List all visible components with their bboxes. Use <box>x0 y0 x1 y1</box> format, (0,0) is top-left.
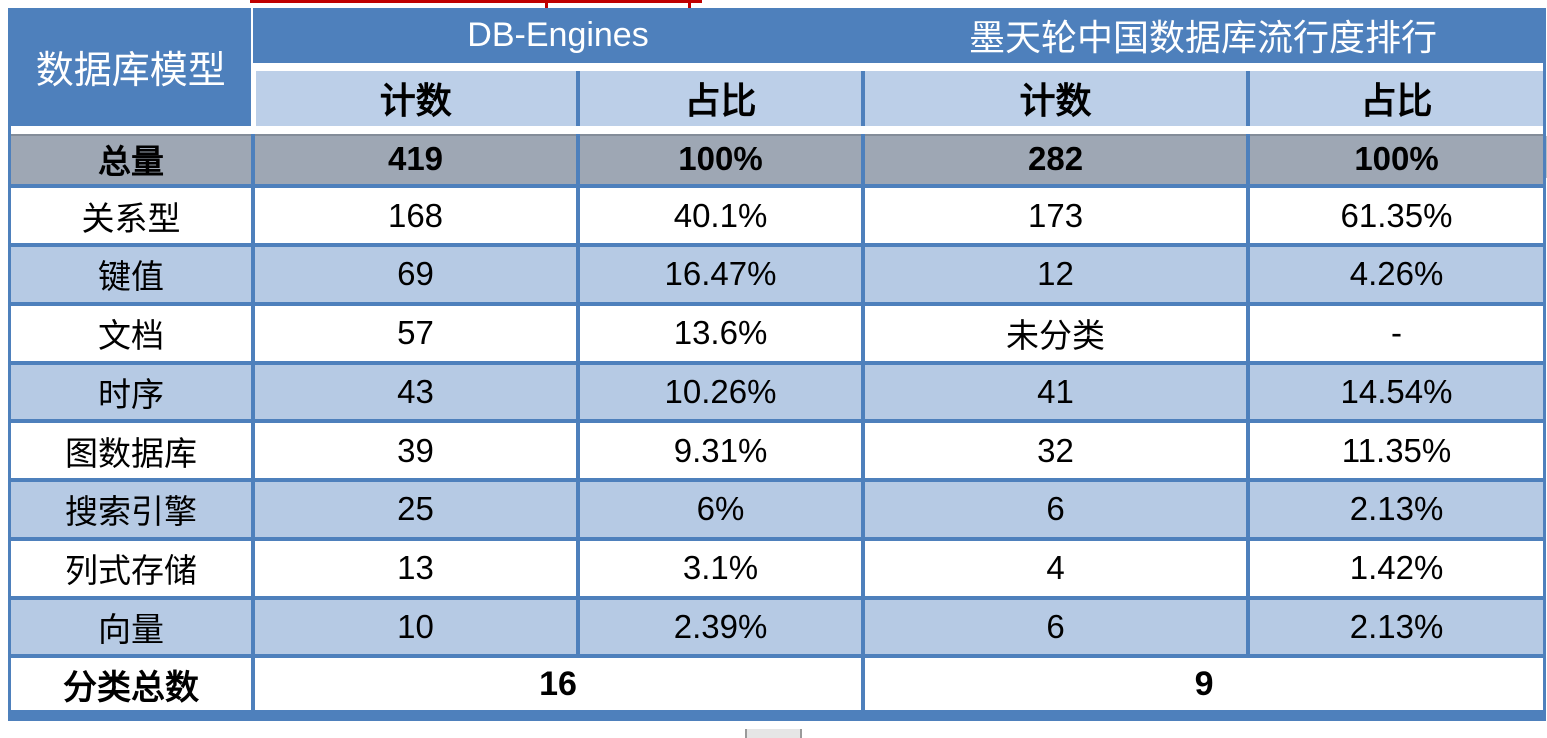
table-row: 关系型 168 40.1% 173 61.35% <box>11 184 1544 248</box>
group-header-db-engines: DB-Engines <box>253 8 864 67</box>
cell: 6% <box>575 478 866 541</box>
table-row: 文档 57 13.6% 未分类 - <box>11 301 1544 365</box>
cell: - <box>1246 301 1544 365</box>
row-label-cell: 向量 <box>11 595 255 659</box>
cell: 41 <box>861 360 1251 424</box>
cell: 11.35% <box>1246 419 1544 483</box>
cell: 2.39% <box>575 595 866 659</box>
red-annotation-tick <box>545 0 548 8</box>
cell: 16.47% <box>575 243 866 306</box>
cell: 10.26% <box>575 360 866 424</box>
table-row: 向量 10 2.39% 6 2.13% <box>11 595 1544 659</box>
cell: 4 <box>861 536 1251 600</box>
table-row: 时序 43 10.26% 41 14.54% <box>11 360 1544 424</box>
cell: 6 <box>861 595 1251 659</box>
cell: 未分类 <box>861 301 1251 365</box>
cell: 4.26% <box>1246 243 1544 306</box>
cell: 69 <box>251 243 580 306</box>
group-header-motianlun: 墨天轮中国数据库流行度排行 <box>863 8 1544 67</box>
row-label-cell: 图数据库 <box>11 419 255 483</box>
cell: 2.13% <box>1246 595 1544 659</box>
row-label-cell: 文档 <box>11 301 255 365</box>
row-label-cell: 键值 <box>11 243 255 306</box>
cell: 32 <box>861 419 1251 483</box>
cell: 1.42% <box>1246 536 1544 600</box>
subheader-cell: 占比 <box>1246 62 1544 134</box>
subheader-cell: 占比 <box>575 62 864 134</box>
row-label-cell: 列式存储 <box>11 536 255 600</box>
cell: 25 <box>251 478 580 541</box>
cell: 12 <box>861 243 1251 306</box>
corner-header-cell: 数据库模型 <box>11 8 253 130</box>
cell: 10 <box>251 595 580 659</box>
cell: 168 <box>251 184 580 248</box>
cell: 13.6% <box>575 301 866 365</box>
table-row: 列式存储 13 3.1% 4 1.42% <box>11 536 1544 600</box>
footer-total-motianlun: 9 <box>861 654 1544 714</box>
cell: 40.1% <box>575 184 866 248</box>
cell: 100% <box>575 125 864 187</box>
table-row-total: 总量 419 100% 282 100% <box>11 125 1544 187</box>
row-label-cell: 关系型 <box>11 184 255 248</box>
cell: 13 <box>251 536 580 600</box>
cell: 61.35% <box>1246 184 1544 248</box>
row-label-cell: 分类总数 <box>11 654 255 714</box>
table-row: 搜索引擎 25 6% 6 2.13% <box>11 478 1544 541</box>
table-row: 图数据库 39 9.31% 32 11.35% <box>11 419 1544 483</box>
scrollbar-fragment[interactable] <box>745 729 802 738</box>
cell: 14.54% <box>1246 360 1544 424</box>
table-row: 键值 69 16.47% 12 4.26% <box>11 243 1544 306</box>
table-subheader-row: 计数 占比 计数 占比 <box>11 62 1544 134</box>
cell: 2.13% <box>1246 478 1544 541</box>
cell: 173 <box>861 184 1251 248</box>
table-header-row: 数据库模型 DB-Engines 墨天轮中国数据库流行度排行 <box>11 8 1544 130</box>
cell: 100% <box>1246 125 1544 187</box>
subheader-cell: 计数 <box>861 62 1249 134</box>
cell: 3.1% <box>575 536 866 600</box>
cell: 6 <box>861 478 1251 541</box>
subheader-cell: 计数 <box>250 62 578 134</box>
comparison-table: 数据库模型 DB-Engines 墨天轮中国数据库流行度排行 计数 占比 计数 … <box>8 8 1546 721</box>
row-label-cell: 时序 <box>11 360 255 424</box>
cell: 9.31% <box>575 419 866 483</box>
cell: 57 <box>251 301 580 365</box>
cell: 39 <box>251 419 580 483</box>
cell: 282 <box>861 125 1249 187</box>
footer-total-db: 16 <box>250 654 866 714</box>
row-label-cell: 搜索引擎 <box>11 478 255 541</box>
red-annotation-line <box>250 0 702 3</box>
cell: 419 <box>251 125 578 187</box>
cell: 43 <box>251 360 580 424</box>
red-annotation-tick <box>688 0 691 8</box>
row-label-cell: 总量 <box>11 125 253 187</box>
table-footer-row: 分类总数 16 9 <box>11 654 1544 714</box>
